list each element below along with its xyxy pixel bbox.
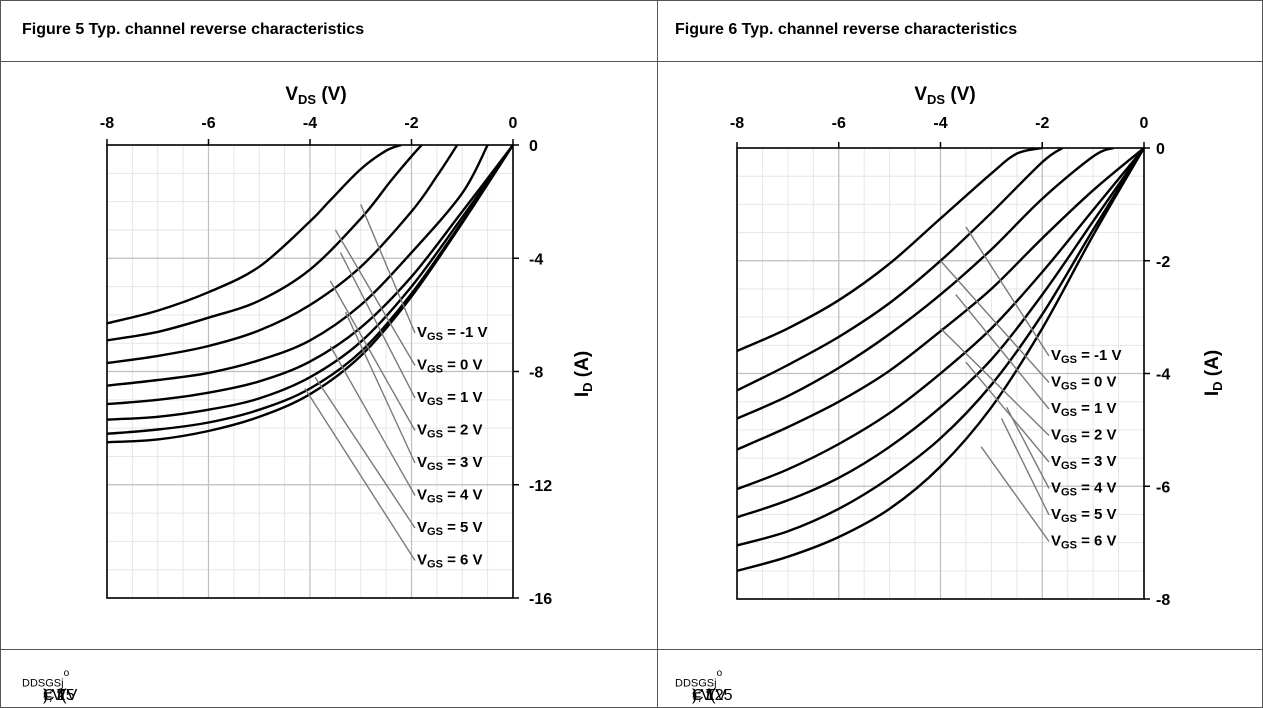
chart1-series-line-vgs-0 [737,148,1043,353]
figure-5-chart: -8 -6 -4 -2 00 -4 -8 -12 -16 VDS (V) ID (A) VGS = -… [100,84,595,608]
figure-6-chart: -8 -6 -4 -2 00 -2 -4 -6 -8 VDS (V) ID (A) VGS = -1 … [730,84,1225,609]
chart0-series-line-vgs-7 [107,145,513,444]
chart0-leader-line [344,311,416,464]
chart1-leader-line [1006,407,1050,489]
chart1-series-line-vgs-2 [737,148,1114,420]
chart0-series-line-vgs-1 [107,145,423,342]
chart0-series-label: VGS = 2 V [417,422,483,441]
chart0-leader-line [329,345,416,496]
chart0-x-tick-label: -8 [100,115,114,132]
figure-5-caption-cell: Figure 5 Typ. channel reverse characteri… [0,0,658,62]
chart0-leader-line [329,280,416,431]
chart1-y-tick-label: -4 [1156,367,1170,384]
chart0-y-axis-label: ID (A) [572,351,595,397]
chart1-leader-line [1000,418,1050,516]
chart0-leader-line [339,252,416,399]
chart1-series-line-vgs-7 [737,148,1144,572]
chart1-y-tick-label: -6 [1156,479,1170,496]
chart1-y-tick-label: -2 [1156,254,1170,271]
chart0-y-tick-label: 0 [529,138,538,155]
chart1-leader-line [965,226,1050,357]
chart1-leader-line [980,446,1050,542]
chart1-series-label: VGS = 5 V [1051,506,1117,525]
chart0-x-tick-label: -2 [404,115,418,132]
chart0-series-line-vgs-5 [107,145,513,421]
chart1-series-label: VGS = 3 V [1051,453,1117,472]
figure-5-caption: Figure 5 Typ. channel reverse characteri… [22,21,365,38]
chart1-series-line-vgs-3 [737,148,1144,451]
chart1-y-tick-label: -8 [1156,592,1170,609]
chart1-series-label: VGS = 6 V [1051,533,1117,552]
figure-5-panel: Figure 5 Typ. channel reverse characteri… [0,0,658,708]
chart0-series-label: VGS = 0 V [417,357,483,376]
chart0-y-tick-label: -4 [529,251,543,268]
chart0-series-line-vgs-3 [107,145,489,387]
chart0-leader-line [334,229,416,366]
chart0-y-tick-label: -16 [529,591,552,608]
chart1-series-line-vgs-5 [737,148,1144,519]
chart1-x-tick-label: 0 [1140,115,1149,132]
chart0-y-tick-label: -8 [529,365,543,382]
chart1-leader-line [940,327,1050,436]
chart0-series-label: VGS = 3 V [417,454,483,473]
figure-6-caption: Figure 6 Typ. channel reverse characteri… [675,21,1018,38]
chart0-series-label: VGS = 6 V [417,552,483,571]
figure-6-panel: Figure 6 Typ. channel reverse characteri… [658,0,1263,708]
chart0-series-label: VGS = 1 V [417,389,483,408]
chart1-leader-line [939,260,1050,383]
chart0-series-line-vgs-4 [107,145,513,406]
chart0-x-tick-label: -4 [303,115,317,132]
chart1-x-tick-label: -4 [933,115,947,132]
figure-5-plot-cell [0,61,658,650]
chart1-series-group [737,148,1144,572]
chart0-leader-line [314,376,416,529]
chart1-x-tick-label: -8 [730,115,744,132]
chart1-series-label: VGS = 2 V [1051,427,1117,446]
chart1-y-tick-label: 0 [1156,141,1165,158]
chart0-series-label: VGS = 4 V [417,487,483,506]
chart1-series-label: VGS = 0 V [1051,374,1117,393]
chart0-leader-line [304,388,416,561]
chart1-x-axis-label: VDS (V) [914,84,975,107]
chart1-series-label: VGS = 1 V [1051,400,1117,419]
chart0-x-axis-label: VDS (V) [285,84,346,107]
chart1-leader-line [965,361,1050,463]
chart1-x-tick-label: -6 [832,115,846,132]
chart0-y-tick-label: -12 [529,478,552,495]
chart1-x-tick-label: -2 [1035,115,1049,132]
chart1-series-line-vgs-6 [737,148,1144,547]
chart0-series-line-vgs-0 [107,145,402,325]
chart1-series-line-vgs-4 [737,148,1144,491]
chart1-series-line-vgs-1 [737,148,1064,392]
chart1-series-label: VGS = -1 V [1051,347,1122,366]
chart0-series-label: VGS = 5 V [417,519,483,538]
chart0-x-tick-label: 0 [509,115,518,132]
chart0-leader-line [360,204,416,334]
chart0-x-tick-label: -6 [201,115,215,132]
chart0-series-line-vgs-2 [107,145,459,365]
chart1-y-axis-label: ID (A) [1202,350,1225,396]
chart0-series-label: VGS = -1 V [417,324,488,343]
chart1-leader-line [955,294,1050,410]
chart1-series-label: VGS = 4 V [1051,480,1117,499]
